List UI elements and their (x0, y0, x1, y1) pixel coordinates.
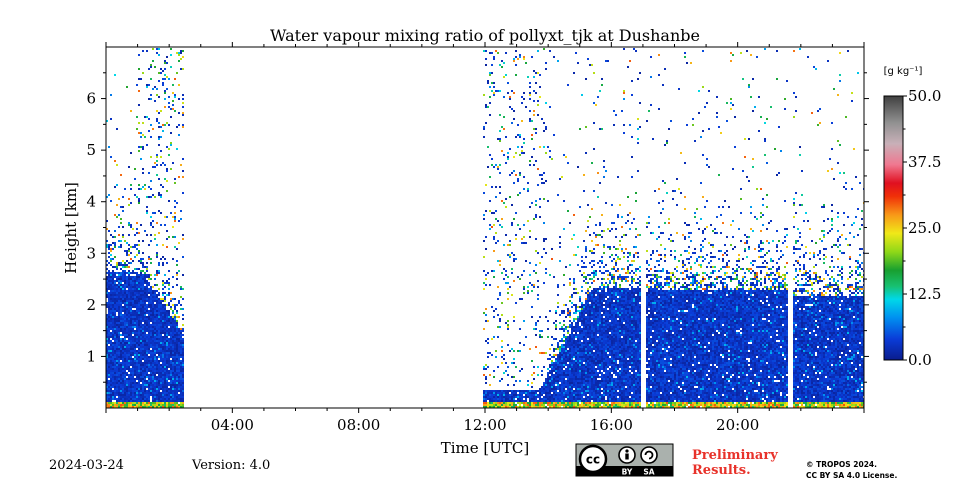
colorbar-tick-label: 25.0 (908, 219, 941, 237)
x-tick-label: 20:00 (716, 416, 759, 434)
cc-license-badge[interactable]: cc BY SA (576, 444, 673, 477)
y-tick-label: 6 (86, 90, 96, 108)
cc-icon-label: cc (586, 453, 600, 467)
colorbar (884, 96, 903, 360)
copyright-notice: © TROPOS 2024. CC BY SA 4.0 License. (806, 459, 897, 481)
by-icon-body (625, 454, 628, 460)
y-tick-label: 5 (86, 141, 96, 159)
preliminary-line-1: Preliminary (692, 448, 778, 463)
x-tick-label: 04:00 (211, 416, 254, 434)
colorbar-tick-label: 37.5 (908, 153, 941, 171)
y-tick-label: 4 (86, 193, 96, 211)
y-tick-label: 1 (86, 347, 96, 365)
by-icon-head (625, 449, 628, 452)
copyright-line-1: © TROPOS 2024. (806, 459, 897, 470)
version-label: Version: 4.0 (192, 458, 270, 473)
y-tick-label: 2 (86, 296, 96, 314)
colorbar-unit-label: [g kg⁻¹] (884, 66, 923, 77)
colorbar-ticks: 0.0 12.5 25.0 37.5 50.0 (903, 87, 941, 369)
by-label: BY (622, 468, 633, 477)
preliminary-line-2: Results. (692, 463, 778, 478)
copyright-line-2: CC BY SA 4.0 License. (806, 470, 897, 481)
colorbar-tick-label: 12.5 (908, 285, 941, 303)
date-label: 2024-03-24 (49, 458, 124, 473)
colorbar-tick-label: 0.0 (908, 351, 932, 369)
sa-label: SA (643, 468, 654, 477)
x-tick-label: 16:00 (590, 416, 633, 434)
y-tick-label: 3 (86, 244, 96, 262)
x-tick-label: 12:00 (463, 416, 506, 434)
preliminary-notice: Preliminary Results. (692, 448, 778, 478)
sa-icon (641, 447, 657, 463)
colorbar-tick-label: 50.0 (908, 87, 941, 105)
y-axis-label: Height [km] (62, 182, 80, 274)
x-axis-label: Time [UTC] (441, 439, 530, 457)
x-tick-label: 08:00 (337, 416, 380, 434)
